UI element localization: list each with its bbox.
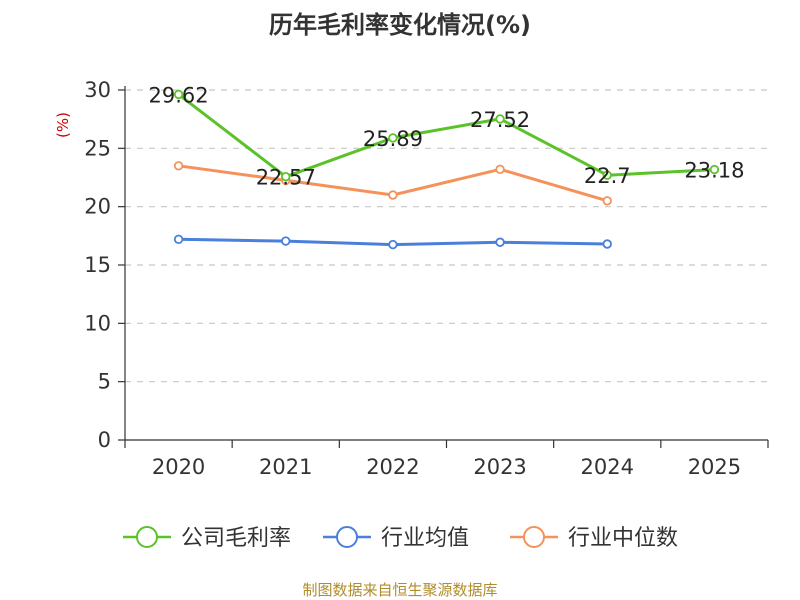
series-1 <box>173 89 720 182</box>
gridlines <box>125 89 768 383</box>
legend-label-3: 行业中位数 <box>568 526 678 551</box>
legend-item-3[interactable]: 行业中位数 <box>510 526 678 551</box>
y-axis-label: (%) <box>54 112 72 138</box>
data-labels: 29.62 22.57 25.89 27.52 22.7 23.18 <box>149 83 745 189</box>
data-label-2023: 27.52 <box>470 108 530 132</box>
data-point-2-2020[interactable] <box>173 234 184 245</box>
x-tick-label-2020: 2020 <box>152 455 205 479</box>
series-line-1 <box>177 93 715 179</box>
data-point-1-2022[interactable] <box>388 133 398 143</box>
data-label-2024: 22.7 <box>584 164 631 188</box>
series-2 <box>173 234 612 250</box>
data-point-3-2022[interactable] <box>388 190 398 200</box>
legend-marker-3 <box>523 526 545 548</box>
legend-item-1[interactable]: 公司毛利率 <box>123 526 291 551</box>
legend: 公司毛利率 行业均值 行业中位数 <box>123 526 678 551</box>
data-point-1-2024[interactable] <box>602 170 612 180</box>
legend-item-2[interactable]: 行业均值 <box>323 526 469 551</box>
data-point-1-2025[interactable] <box>709 164 720 175</box>
data-label-2020: 29.62 <box>149 83 209 107</box>
y-tick-label-25: 25 <box>84 136 111 160</box>
x-tick-label-2025: 2025 <box>688 455 741 479</box>
x-tick-label-2023: 2023 <box>473 455 526 479</box>
data-point-1-2021[interactable] <box>281 171 291 182</box>
data-point-1-2023[interactable] <box>495 114 505 124</box>
legend-marker-1 <box>136 526 158 548</box>
data-point-2-2021[interactable] <box>281 236 291 246</box>
data-point-2-2024[interactable] <box>602 239 612 249</box>
data-label-2025: 23.18 <box>684 159 744 183</box>
x-tick-label-2022: 2022 <box>366 455 419 479</box>
legend-label-2: 行业均值 <box>381 526 469 551</box>
x-tick-label-2021: 2021 <box>259 455 312 479</box>
y-tick-label-20: 20 <box>84 195 111 219</box>
data-label-2022: 25.89 <box>363 127 423 151</box>
legend-label-1: 公司毛利率 <box>181 526 291 551</box>
series-lines <box>173 89 720 250</box>
y-tick-label-30: 30 <box>84 78 111 102</box>
source-note: 制图数据来自恒生聚源数据库 <box>302 581 497 599</box>
data-point-2-2022[interactable] <box>388 239 398 250</box>
y-tick-label-15: 15 <box>84 253 111 277</box>
data-point-3-2023[interactable] <box>495 164 505 175</box>
chart-title: 历年毛利率变化情况(%) <box>269 11 531 39</box>
data-point-2-2023[interactable] <box>495 237 505 247</box>
y-tick-label-0: 0 <box>98 428 111 452</box>
data-label-2021: 22.57 <box>256 166 316 190</box>
x-tick-label-2024: 2024 <box>581 455 634 479</box>
y-tick-label-10: 10 <box>84 311 111 335</box>
data-point-3-2020[interactable] <box>173 161 184 171</box>
data-point-3-2024[interactable] <box>602 196 612 206</box>
y-tick-label-5: 5 <box>98 370 111 394</box>
data-point-1-2020[interactable] <box>173 89 184 100</box>
series-3 <box>173 161 612 206</box>
legend-marker-2 <box>336 526 358 548</box>
